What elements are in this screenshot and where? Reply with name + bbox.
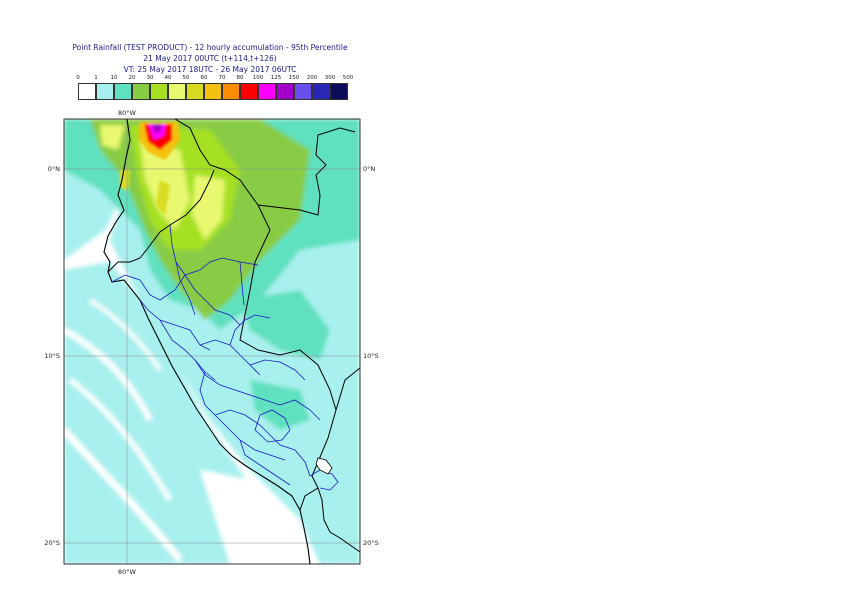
legend-tick-label: 70 bbox=[218, 75, 226, 81]
map-title: Point Rainfall (TEST PRODUCT) - 12 hourl… bbox=[72, 43, 348, 52]
legend-color-swatch bbox=[222, 83, 240, 100]
legend-tick-label: 500 bbox=[342, 75, 354, 81]
map-frame bbox=[63, 118, 361, 565]
color-legend: 0 1 10 20 30 40 50 60 70 80 100 125 150 200 300 500 bbox=[76, 75, 353, 105]
legend-color-swatch bbox=[240, 83, 258, 100]
legend-tick-label: 100 bbox=[252, 75, 264, 81]
legend-tick-label: 1 bbox=[94, 75, 98, 81]
lake-titicaca bbox=[315, 457, 333, 475]
lat-label-right-20s: 20°S bbox=[363, 539, 379, 547]
lat-label-right-0: 0°N bbox=[363, 165, 375, 173]
lat-label-left-20s: 20°S bbox=[44, 539, 60, 547]
legend-color-swatch bbox=[150, 83, 168, 100]
legend-tick-label: 200 bbox=[306, 75, 318, 81]
legend-tick-label: 60 bbox=[200, 75, 208, 81]
coastline bbox=[103, 118, 311, 565]
legend-tick-label: 150 bbox=[288, 75, 300, 81]
country-borders bbox=[107, 118, 361, 553]
legend-color-swatch bbox=[294, 83, 312, 100]
graticule bbox=[64, 119, 360, 564]
lat-label-left-10s: 10°S bbox=[44, 352, 60, 360]
region-borders bbox=[111, 224, 339, 491]
legend-color-swatch bbox=[312, 83, 330, 100]
legend-tick-label: 300 bbox=[324, 75, 336, 81]
legend-tick-label: 50 bbox=[182, 75, 190, 81]
legend-color-swatch bbox=[168, 83, 186, 100]
lat-label-left-0: 0°N bbox=[48, 165, 60, 173]
rainfall-field bbox=[64, 119, 360, 564]
lat-label-right-10s: 10°S bbox=[363, 352, 379, 360]
legend-color-swatch bbox=[258, 83, 276, 100]
legend-color-swatch bbox=[330, 83, 348, 100]
legend-tick-label: 10 bbox=[110, 75, 118, 81]
legend-color-swatch bbox=[114, 83, 132, 100]
legend-color-swatch bbox=[78, 83, 96, 100]
legend-color-swatch bbox=[204, 83, 222, 100]
legend-color-swatch bbox=[186, 83, 204, 100]
legend-color-swatch bbox=[132, 83, 150, 100]
map-run-info: 21 May 2017 00UTC (t+114,t+126) bbox=[143, 54, 277, 63]
legend-tick-label: 80 bbox=[236, 75, 244, 81]
legend-tick-label: 30 bbox=[146, 75, 154, 81]
legend-tick-label: 20 bbox=[128, 75, 136, 81]
lon-label-bottom: 80°W bbox=[118, 568, 137, 576]
legend-color-swatch bbox=[276, 83, 294, 100]
legend-tick-label: 0 bbox=[76, 75, 80, 81]
legend-tick-label: 40 bbox=[164, 75, 172, 81]
map-validity-time: VT: 25 May 2017 18UTC - 26 May 2017 06UT… bbox=[123, 65, 297, 74]
lon-label-top: 80°W bbox=[118, 109, 137, 117]
legend-tick-label: 125 bbox=[270, 75, 282, 81]
legend-color-swatch bbox=[96, 83, 114, 100]
